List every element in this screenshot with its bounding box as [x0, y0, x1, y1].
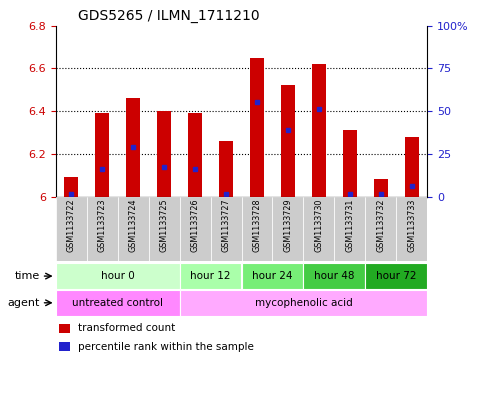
Bar — [211, 196, 242, 261]
Text: hour 24: hour 24 — [252, 271, 293, 281]
Text: mycophenolic acid: mycophenolic acid — [255, 298, 353, 308]
Bar — [219, 141, 233, 196]
Text: GSM1133724: GSM1133724 — [128, 198, 138, 252]
Bar — [59, 323, 71, 333]
Text: GSM1133722: GSM1133722 — [67, 198, 75, 252]
Bar — [56, 263, 180, 289]
Bar — [303, 196, 334, 261]
Text: GSM1133727: GSM1133727 — [222, 198, 230, 252]
Bar — [303, 263, 366, 289]
Text: GSM1133726: GSM1133726 — [190, 198, 199, 252]
Text: GSM1133730: GSM1133730 — [314, 198, 324, 252]
Text: hour 0: hour 0 — [100, 271, 134, 281]
Bar — [180, 290, 427, 316]
Bar — [149, 196, 180, 261]
Bar — [95, 113, 109, 196]
Text: hour 12: hour 12 — [190, 271, 231, 281]
Bar — [281, 85, 295, 196]
Text: hour 72: hour 72 — [376, 271, 417, 281]
Text: percentile rank within the sample: percentile rank within the sample — [78, 342, 254, 351]
Bar — [56, 196, 86, 261]
Bar — [366, 196, 397, 261]
Bar — [64, 177, 78, 196]
Bar — [188, 113, 202, 196]
Text: agent: agent — [8, 298, 40, 308]
Bar — [86, 196, 117, 261]
Bar — [250, 58, 264, 196]
Text: GSM1133728: GSM1133728 — [253, 198, 261, 252]
Text: hour 48: hour 48 — [314, 271, 355, 281]
Text: untreated control: untreated control — [72, 298, 163, 308]
Bar — [126, 98, 140, 196]
Bar — [180, 196, 211, 261]
Bar — [312, 64, 326, 196]
Text: GSM1133732: GSM1133732 — [376, 198, 385, 252]
Bar — [334, 196, 366, 261]
Bar — [180, 263, 242, 289]
Bar — [242, 196, 272, 261]
Text: GSM1133723: GSM1133723 — [98, 198, 107, 252]
Bar — [157, 111, 171, 196]
Bar — [405, 137, 419, 196]
Text: GSM1133731: GSM1133731 — [345, 198, 355, 252]
Text: GDS5265 / ILMN_1711210: GDS5265 / ILMN_1711210 — [78, 9, 259, 23]
Bar — [117, 196, 149, 261]
Text: time: time — [15, 271, 40, 281]
Bar — [366, 263, 427, 289]
Text: GSM1133729: GSM1133729 — [284, 198, 293, 252]
Bar — [343, 130, 357, 196]
Bar — [397, 196, 427, 261]
Text: GSM1133733: GSM1133733 — [408, 198, 416, 252]
Bar — [242, 263, 303, 289]
Text: GSM1133725: GSM1133725 — [159, 198, 169, 252]
Text: transformed count: transformed count — [78, 323, 175, 333]
Bar — [272, 196, 303, 261]
Bar — [374, 180, 388, 196]
Bar — [56, 290, 180, 316]
Bar — [59, 342, 71, 351]
